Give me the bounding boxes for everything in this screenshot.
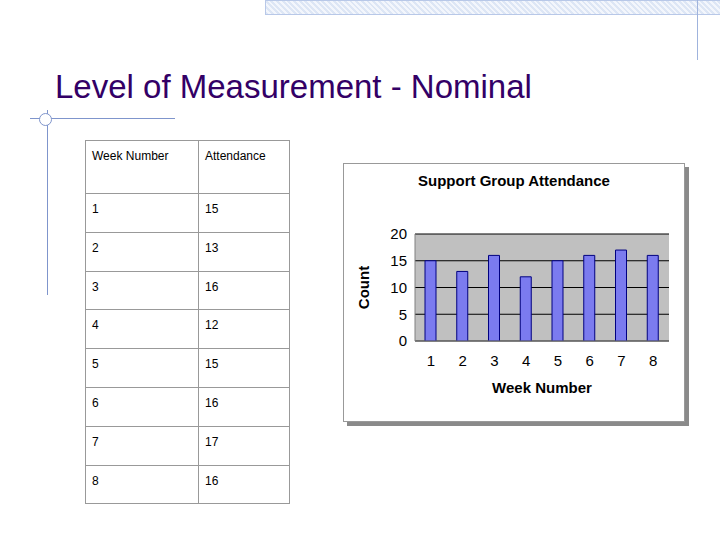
svg-text:5: 5 (399, 306, 407, 323)
html-text:13: 13 (205, 240, 219, 255)
html-text:1: 1 (92, 202, 99, 216)
svg-text:8: 8 (649, 352, 657, 369)
svg-text:2: 2 (458, 352, 466, 369)
svg-text:1: 1 (427, 352, 435, 369)
svg-text:4: 4 (522, 352, 530, 369)
svg-text:3: 3 (490, 352, 498, 369)
html-text:16: 16 (205, 396, 219, 410)
html-text:Attendance: Attendance (205, 149, 266, 163)
svg-text:20: 20 (390, 225, 407, 242)
svg-text:7: 7 (617, 352, 625, 369)
svg-text:5: 5 (554, 352, 562, 369)
html-text:6: 6 (92, 396, 99, 410)
html-text:Level of Measurement - Nominal: Level of Measurement - Nominal (55, 68, 532, 105)
html-text:2: 2 (92, 240, 99, 255)
html-text:15: 15 (205, 202, 219, 216)
html-text:17: 17 (205, 434, 219, 449)
html-text:16: 16 (205, 473, 219, 488)
svg-text:Week Number: Week Number (492, 379, 592, 396)
html-text:16: 16 (205, 279, 219, 294)
html-text:15: 15 (205, 357, 219, 372)
svg-text:0: 0 (399, 332, 407, 349)
html-text:4: 4 (92, 318, 99, 333)
svg-text:Count: Count (355, 266, 372, 309)
html-text:5: 5 (92, 357, 99, 372)
html-text:3: 3 (92, 279, 99, 294)
html-text:7: 7 (92, 434, 99, 449)
html-text:Week Number: Week Number (92, 149, 169, 163)
html-text:Support Group Attendance: Support Group Attendance (418, 172, 610, 189)
html-text:8: 8 (92, 473, 99, 488)
html-text:12: 12 (205, 318, 219, 333)
svg-text:6: 6 (585, 352, 593, 369)
svg-text:15: 15 (390, 252, 407, 269)
svg-text:10: 10 (390, 279, 407, 296)
